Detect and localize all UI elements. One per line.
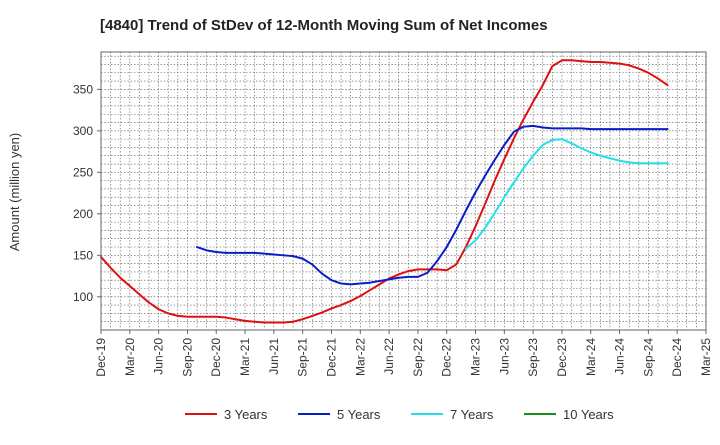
- x-tick-label: Sep-23: [526, 338, 540, 377]
- x-tick-label: Sep-24: [641, 338, 655, 377]
- y-tick-label: 250: [73, 165, 93, 179]
- grid-lines: [101, 52, 706, 331]
- x-tick-label: Sep-21: [296, 338, 310, 377]
- x-tick-label: Dec-20: [209, 338, 223, 377]
- x-tick-label: Jun-22: [382, 338, 396, 375]
- x-tick-label: Mar-24: [584, 338, 598, 376]
- x-tick-label: Jun-21: [267, 338, 281, 375]
- x-tick-label: Mar-22: [353, 338, 367, 376]
- legend: 3 Years 5 Years 7 Years 10 Years: [185, 407, 614, 422]
- x-tick-label: Jun-23: [497, 338, 511, 375]
- y-tick-label: 350: [73, 82, 93, 96]
- legend-label-4: 10 Years: [563, 407, 614, 422]
- y-tick-label: 300: [73, 124, 93, 138]
- legend-label-3: 7 Years: [450, 407, 494, 422]
- x-tick-label: Sep-22: [411, 338, 425, 377]
- x-tick-label: Jun-20: [152, 338, 166, 375]
- x-tick-label: Dec-22: [440, 338, 454, 377]
- x-tick-label: Dec-24: [670, 338, 684, 377]
- legend-label-1: 3 Years: [224, 407, 268, 422]
- series-line-2: [196, 124, 669, 286]
- x-tick-label: Sep-20: [180, 338, 194, 377]
- y-tick-label: 200: [73, 207, 93, 221]
- legend-label-2: 5 Years: [337, 407, 381, 422]
- y-tick-label: 100: [73, 290, 93, 304]
- series-line-1: [100, 59, 669, 324]
- x-tick-label: Mar-23: [469, 338, 483, 376]
- y-tick-label: 150: [73, 248, 93, 262]
- y-axis-label: Amount (million yen): [7, 133, 22, 252]
- x-tick-label: Mar-20: [123, 338, 137, 376]
- x-axis-ticks: Dec-19 Mar-20 Jun-20 Sep-20 Dec-20 Mar-21 Jun-…: [94, 330, 713, 377]
- plot-area: [100, 51, 707, 331]
- chart-title: [4840] Trend of StDev of 12-Month Moving…: [100, 17, 548, 34]
- x-tick-label: Dec-23: [555, 338, 569, 377]
- x-tick-label: Mar-21: [238, 338, 252, 376]
- series-line-3: [464, 138, 669, 250]
- x-tick-label: Dec-21: [324, 338, 338, 377]
- series-lines: [100, 59, 669, 324]
- x-tick-label: Mar-25: [699, 338, 713, 376]
- x-tick-label: Jun-24: [613, 338, 627, 375]
- x-tick-label: Dec-19: [94, 338, 108, 377]
- y-axis-ticks: 100 150 200 250 300 350: [73, 82, 101, 304]
